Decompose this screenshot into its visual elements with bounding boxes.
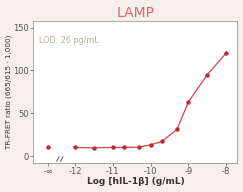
Y-axis label: TR-FRET ratio (665/615 · 1,000): TR-FRET ratio (665/615 · 1,000) <box>6 35 12 149</box>
X-axis label: Log [hIL-1β] (g/mL): Log [hIL-1β] (g/mL) <box>87 177 184 186</box>
Text: LOD: 26 pg/mL: LOD: 26 pg/mL <box>39 36 99 45</box>
Title: LAMP: LAMP <box>116 6 154 20</box>
